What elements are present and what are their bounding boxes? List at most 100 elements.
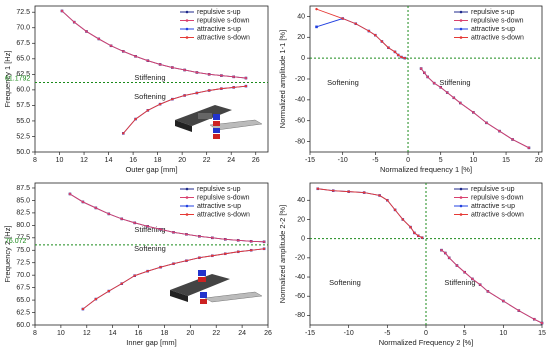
data-point xyxy=(517,309,520,312)
data-point xyxy=(419,67,423,70)
data-point xyxy=(224,252,227,255)
data-point xyxy=(73,20,76,24)
series-line xyxy=(420,68,530,149)
data-point xyxy=(440,248,443,252)
data-point xyxy=(120,282,123,285)
legend-label: attractive s-down xyxy=(197,34,250,41)
data-point xyxy=(332,189,335,192)
data-point xyxy=(237,250,240,253)
legend-marker xyxy=(185,187,189,191)
legend-label: repulsive s-up xyxy=(471,9,515,16)
y-tick-label: 40 xyxy=(297,13,305,20)
legend-label: attractive s-up xyxy=(471,26,515,33)
x-tick-label: 20 xyxy=(178,157,186,164)
data-point xyxy=(459,101,462,105)
data-point xyxy=(393,208,397,212)
inset-device xyxy=(175,105,263,139)
data-point xyxy=(207,73,211,76)
reference-label: 61.1792 xyxy=(5,75,30,82)
x-tick-label: 0 xyxy=(406,157,410,164)
data-point xyxy=(158,102,162,106)
x-tick-label: 8 xyxy=(33,330,37,337)
x-tick-label: 5 xyxy=(439,157,443,164)
legend-marker xyxy=(459,196,463,199)
data-point xyxy=(409,225,412,229)
data-point xyxy=(498,129,501,133)
legend-marker xyxy=(185,196,189,199)
y-tick-label: 50.0 xyxy=(16,149,30,156)
y-tick-label: 52.5 xyxy=(16,133,30,140)
legend-label: repulsive s-down xyxy=(471,194,524,201)
x-tick-label: 0 xyxy=(424,330,428,337)
data-point xyxy=(262,240,266,243)
legend-label: repulsive s-up xyxy=(471,186,515,193)
data-point xyxy=(146,59,150,62)
series-line xyxy=(317,188,423,239)
x-tick-label: 20 xyxy=(186,330,194,337)
series-line xyxy=(317,188,423,239)
data-point xyxy=(220,74,223,77)
data-point xyxy=(387,46,390,49)
data-point xyxy=(413,231,416,235)
legend-label: attractive s-down xyxy=(197,211,250,218)
legend-marker xyxy=(185,36,189,39)
y-tick-label: 0 xyxy=(301,55,305,62)
y-tick-label: -40 xyxy=(295,97,305,104)
x-tick-label: -5 xyxy=(384,330,390,337)
data-point xyxy=(315,7,318,11)
data-point xyxy=(171,97,174,101)
data-point xyxy=(362,191,366,194)
y-tick-label: -80 xyxy=(295,138,305,145)
series-line xyxy=(316,18,405,59)
y-tick-label: 87.5 xyxy=(16,185,30,192)
series-line xyxy=(420,68,530,149)
x-tick-label: 18 xyxy=(161,330,169,337)
data-point xyxy=(232,75,235,79)
data-point xyxy=(417,234,420,237)
data-point xyxy=(172,262,175,265)
data-point xyxy=(463,271,466,274)
data-point xyxy=(85,30,88,33)
legend-marker xyxy=(459,36,463,39)
data-point xyxy=(158,63,162,66)
x-tick-label: 24 xyxy=(227,157,235,164)
data-point xyxy=(341,17,344,20)
y-tick-label: 60.0 xyxy=(16,87,30,94)
y-tick-label: -60 xyxy=(295,118,305,125)
data-point xyxy=(81,307,85,311)
annotation: Softening xyxy=(134,244,166,253)
x-tick-label: -15 xyxy=(305,157,315,164)
data-point xyxy=(133,274,136,277)
data-point xyxy=(446,91,449,94)
data-point xyxy=(133,221,136,225)
data-point xyxy=(94,297,98,301)
legend-marker xyxy=(459,19,463,22)
y-tick-label: 20 xyxy=(297,34,305,41)
data-point xyxy=(244,84,248,88)
data-point xyxy=(455,264,459,267)
inset-device xyxy=(170,270,263,304)
legend-marker xyxy=(185,204,189,208)
y-tick-label: 57.5 xyxy=(16,102,30,109)
x-tick-label: 14 xyxy=(109,330,117,337)
data-point xyxy=(183,68,186,72)
y-tick-label: -20 xyxy=(295,255,305,262)
data-point xyxy=(220,87,223,90)
data-point xyxy=(472,111,475,114)
y-tick-label: 62.5 xyxy=(16,309,30,316)
x-tick-label: 22 xyxy=(203,157,211,164)
y-tick-label: 65.0 xyxy=(16,56,30,63)
legend-marker xyxy=(459,213,463,216)
x-tick-label: 26 xyxy=(264,330,272,337)
y-tick-label: 70.0 xyxy=(16,25,30,32)
plot-frame xyxy=(34,182,269,326)
data-point xyxy=(183,94,186,97)
data-point xyxy=(107,212,110,216)
data-point xyxy=(397,53,400,57)
data-point xyxy=(401,218,404,221)
x-tick-label: 16 xyxy=(129,157,137,164)
x-tick-label: 10 xyxy=(57,330,65,337)
data-point xyxy=(527,146,531,150)
y-tick-label: -40 xyxy=(295,274,305,281)
